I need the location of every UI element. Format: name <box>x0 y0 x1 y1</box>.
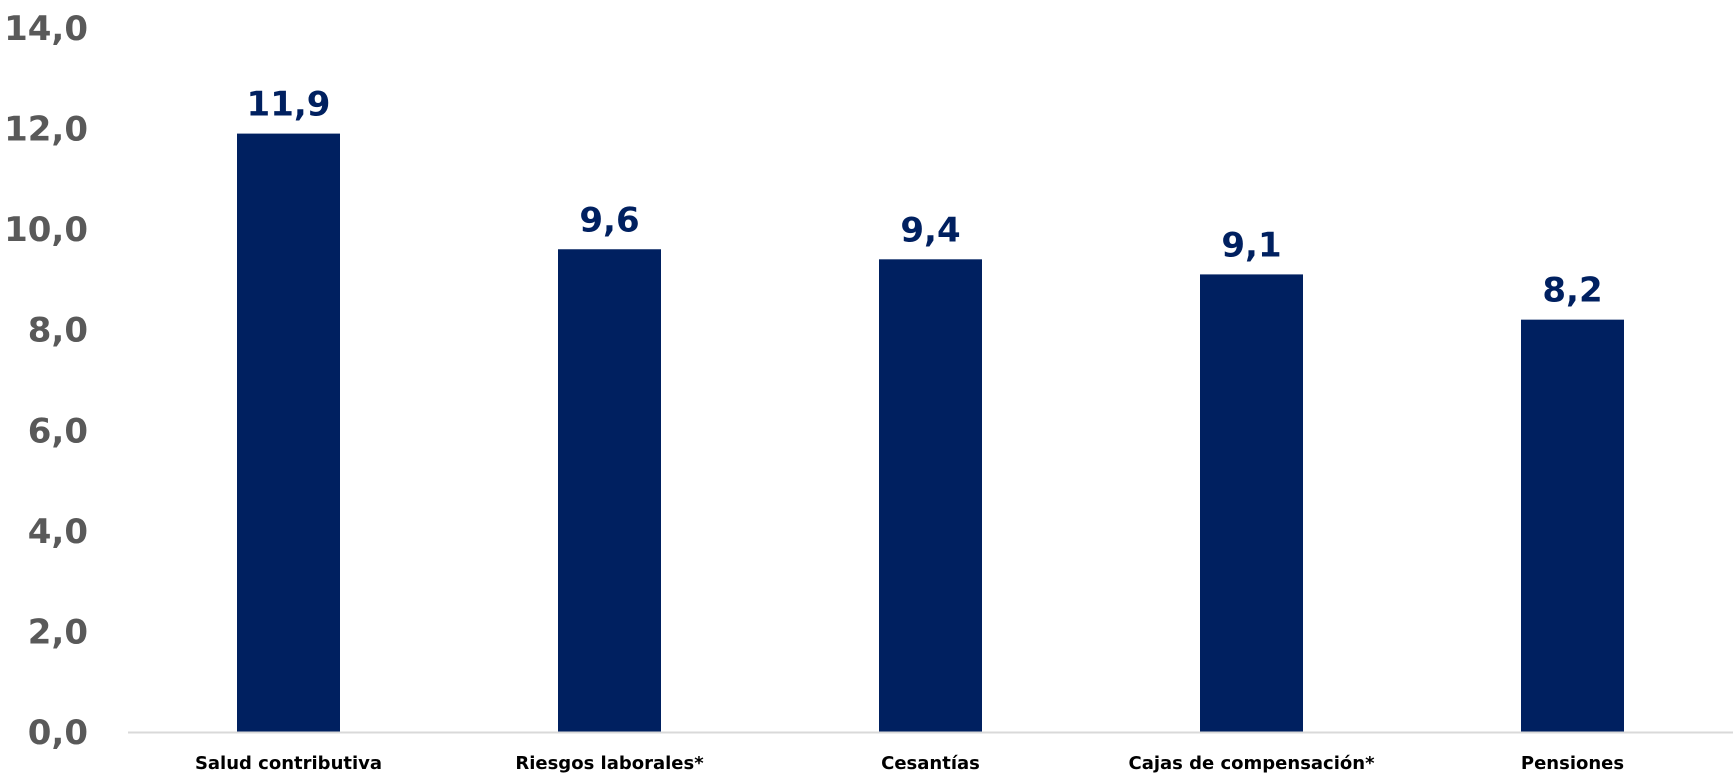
y-tick-label: 0,0 <box>28 713 88 753</box>
data-label: 9,1 <box>1221 225 1281 265</box>
x-tick-label: Riesgos laborales* <box>515 753 704 774</box>
bar <box>879 259 982 732</box>
data-label: 9,6 <box>579 200 639 240</box>
data-labels: 11,9 9,6 9,4 9,1 8,2 <box>247 85 1603 311</box>
x-axis-category-labels: Salud contributiva Riesgos laborales* Cesa… <box>195 753 1624 774</box>
y-tick-label: 14,0 <box>4 9 88 49</box>
data-label: 8,2 <box>1542 271 1602 311</box>
x-tick-label: Pensiones <box>1521 753 1624 774</box>
x-tick-label: Salud contributiva <box>195 753 382 774</box>
y-axis-ticks: 0,0 2,0 4,0 6,0 8,0 10,0 12,0 14,0 <box>4 9 88 753</box>
bar-series <box>237 133 1624 733</box>
x-tick-label: Cesantías <box>881 753 980 774</box>
y-tick-label: 8,0 <box>28 311 88 351</box>
y-tick-label: 4,0 <box>28 512 88 552</box>
bar <box>1200 274 1303 732</box>
x-tick-label: Cajas de compensación* <box>1128 753 1375 774</box>
y-tick-label: 2,0 <box>28 612 88 652</box>
y-tick-label: 12,0 <box>4 110 88 150</box>
data-label: 11,9 <box>247 85 331 125</box>
y-tick-label: 10,0 <box>4 210 88 250</box>
y-tick-label: 6,0 <box>28 411 88 451</box>
bar <box>1521 319 1624 732</box>
bar <box>558 249 661 732</box>
bar <box>237 133 340 733</box>
data-label: 9,4 <box>900 210 960 250</box>
